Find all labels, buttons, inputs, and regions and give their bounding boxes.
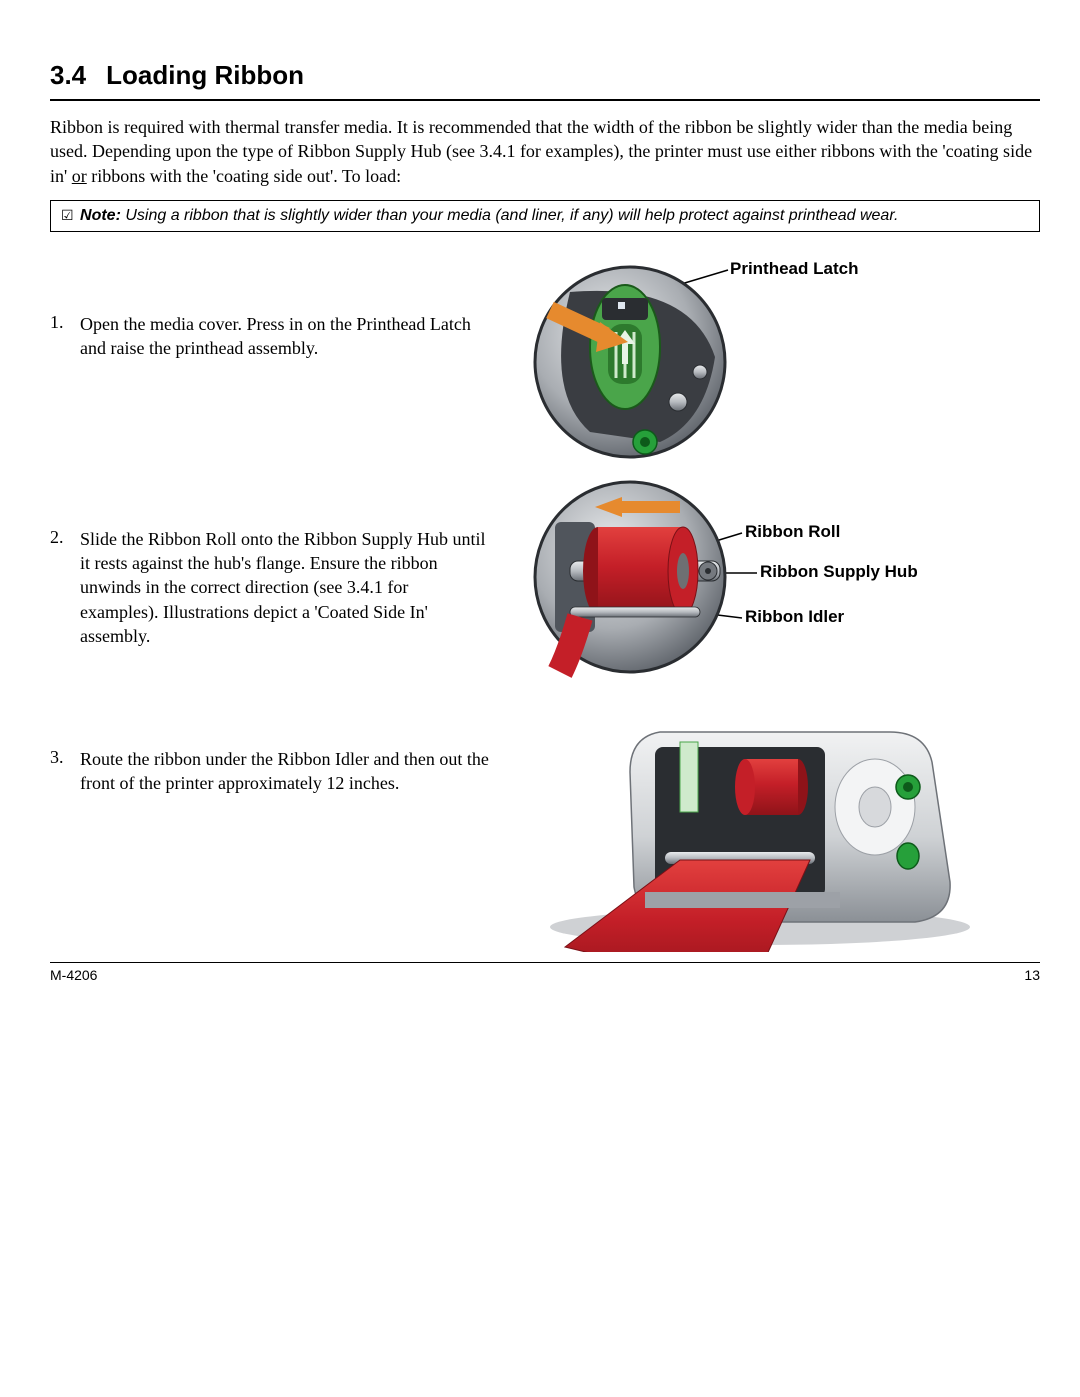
label-printhead-latch: Printhead Latch — [730, 259, 858, 278]
note-label: Note: — [80, 207, 121, 224]
step-2-number: 2. — [50, 527, 80, 548]
figures-column: Printhead Latch — [510, 252, 1030, 957]
step-1-text: Open the media cover. Press in on the Pr… — [80, 312, 490, 361]
section-title: Loading Ribbon — [106, 60, 304, 90]
step-2: 2. Slide the Ribbon Roll onto the Ribbon… — [50, 527, 490, 648]
page-footer: M-4206 13 — [50, 967, 1040, 983]
section-number: 3.4 — [50, 60, 86, 90]
step-1: 1. Open the media cover. Press in on the… — [50, 312, 490, 361]
step-2-text: Slide the Ribbon Roll onto the Ribbon Su… — [80, 527, 490, 648]
section-heading: 3.4 Loading Ribbon — [50, 60, 1040, 91]
step-3-number: 3. — [50, 747, 80, 768]
step-1-number: 1. — [50, 312, 80, 333]
intro-paragraph: Ribbon is required with thermal transfer… — [50, 115, 1040, 188]
note-text: Using a ribbon that is slightly wider th… — [121, 207, 899, 224]
step-3-text: Route the ribbon under the Ribbon Idler … — [80, 747, 490, 796]
section-rule — [50, 99, 1040, 101]
label-ribbon-idler: Ribbon Idler — [745, 607, 845, 626]
footer-rule — [50, 962, 1040, 963]
figure-3 — [550, 732, 970, 952]
note-box: ☑ Note: Using a ribbon that is slightly … — [50, 200, 1040, 232]
figures-svg: Printhead Latch — [510, 252, 1030, 952]
label-ribbon-roll: Ribbon Roll — [745, 522, 840, 541]
step-3: 3. Route the ribbon under the Ribbon Idl… — [50, 747, 490, 796]
footer-model: M-4206 — [50, 967, 97, 983]
figure-2: Ribbon Roll Ribbon Supply Hub Ribbon Idl… — [535, 482, 918, 672]
label-ribbon-supply-hub: Ribbon Supply Hub — [760, 562, 918, 581]
footer-page-number: 13 — [1024, 967, 1040, 983]
note-check-icon: ☑ — [61, 207, 74, 223]
figure-1: Printhead Latch — [535, 259, 858, 457]
